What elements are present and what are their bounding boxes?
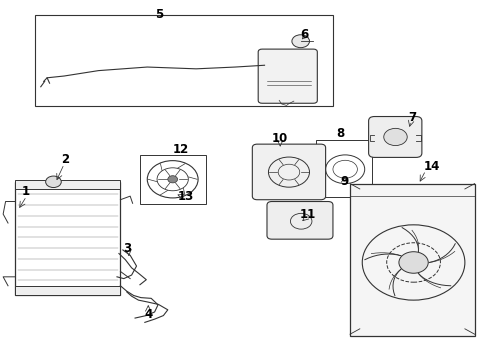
Text: 6: 6 <box>300 28 309 41</box>
Text: 13: 13 <box>177 190 194 203</box>
FancyBboxPatch shape <box>258 49 318 103</box>
Text: 14: 14 <box>423 160 440 173</box>
Text: 3: 3 <box>122 242 131 255</box>
Bar <box>316 140 372 197</box>
Text: 11: 11 <box>299 208 316 221</box>
Text: 7: 7 <box>409 111 416 124</box>
Bar <box>15 286 121 295</box>
Text: 10: 10 <box>272 132 288 145</box>
Bar <box>35 15 333 107</box>
Circle shape <box>399 252 428 273</box>
FancyBboxPatch shape <box>252 144 326 200</box>
Bar <box>350 184 475 336</box>
Bar <box>15 180 121 189</box>
Circle shape <box>292 35 310 48</box>
Text: 4: 4 <box>145 308 153 321</box>
Text: 2: 2 <box>61 153 69 166</box>
Circle shape <box>46 176 61 188</box>
Text: 12: 12 <box>172 143 189 156</box>
Circle shape <box>384 129 407 145</box>
Bar <box>15 182 121 295</box>
FancyBboxPatch shape <box>267 202 333 239</box>
Circle shape <box>168 176 177 183</box>
FancyBboxPatch shape <box>368 117 422 157</box>
Text: 9: 9 <box>340 175 348 188</box>
Bar <box>140 154 206 204</box>
Text: 8: 8 <box>336 127 344 140</box>
Text: 5: 5 <box>155 8 164 21</box>
Text: 1: 1 <box>22 185 30 198</box>
